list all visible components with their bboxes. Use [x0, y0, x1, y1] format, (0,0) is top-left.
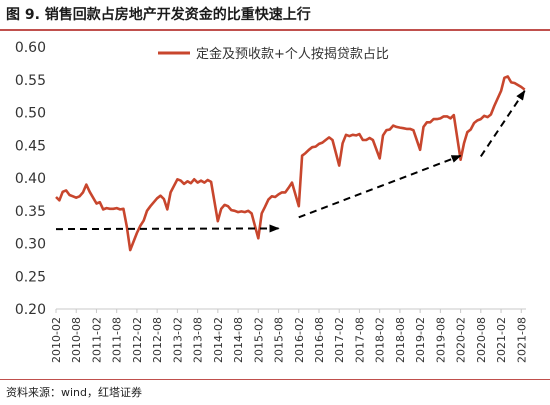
- legend-label: 定金及预收款+个人按揭贷款占比: [196, 46, 389, 62]
- y-tick-label: 0.25: [15, 269, 46, 285]
- trend-arrow: [479, 90, 526, 157]
- x-tick-label: 2020-08: [475, 317, 488, 363]
- x-tick-label: 2019-02: [414, 317, 427, 363]
- y-tick-label: 0.40: [15, 171, 46, 187]
- x-tick-label: 2020-02: [455, 317, 468, 363]
- y-tick-label: 0.60: [15, 40, 46, 56]
- x-tick-label: 2019-08: [434, 317, 447, 363]
- x-tick-label: 2011-02: [90, 317, 103, 363]
- x-tick-label: 2015-02: [252, 317, 265, 363]
- x-tick-label: 2016-08: [313, 317, 326, 363]
- x-tick-label: 2021-02: [495, 317, 508, 363]
- x-axis: 2010-02 2010-08 2011-02 2011-08 2012-02 2012-…: [50, 308, 528, 363]
- trend-arrows: [55, 90, 526, 233]
- x-tick-label: 2021-08: [515, 317, 528, 363]
- y-tick-label: 0.45: [15, 138, 46, 154]
- trend-arrow: [298, 154, 462, 219]
- y-tick-label: 0.50: [15, 106, 46, 122]
- y-tick-label: 0.55: [15, 73, 46, 89]
- x-tick-label: 2012-02: [131, 317, 144, 363]
- x-tick-label: 2013-08: [192, 317, 205, 363]
- y-tick-label: 0.20: [15, 302, 46, 318]
- x-tick-label: 2014-08: [232, 317, 245, 363]
- x-tick-label: 2018-02: [374, 317, 387, 363]
- title-rule: [0, 29, 550, 31]
- x-tick-label: 2012-08: [151, 317, 164, 363]
- x-tick-label: 2010-08: [70, 317, 83, 363]
- source-note: 资料来源：wind，红塔证券: [6, 386, 143, 399]
- series-layer: [55, 75, 526, 252]
- x-tick-label: 2017-08: [353, 317, 366, 363]
- x-tick-label: 2013-02: [171, 317, 184, 363]
- y-axis-labels: 0.20 0.25 0.30 0.35 0.40 0.45 0.50 0.55 0.60: [15, 40, 46, 318]
- y-tick-label: 0.30: [15, 237, 46, 253]
- legend: 定金及预收款+个人按揭贷款占比: [158, 46, 389, 62]
- x-tick-label: 2018-08: [394, 317, 407, 363]
- x-tick-label: 2011-08: [111, 317, 124, 363]
- figure-title: 图 9. 销售回款占房地产开发资金的比重快速上行: [6, 7, 311, 23]
- x-tick-label: 2014-02: [212, 317, 225, 363]
- x-tick-label: 2016-02: [293, 317, 306, 363]
- x-tick-label: 2017-02: [333, 317, 346, 363]
- y-tick-label: 0.35: [15, 204, 46, 220]
- trend-arrow: [55, 224, 280, 233]
- series-line: [55, 75, 526, 252]
- line-chart: 0.20 0.25 0.30 0.35 0.40 0.45 0.50 0.55 0.60 201…: [15, 40, 528, 363]
- bottom-rule: [0, 379, 550, 380]
- x-tick-label: 2015-08: [273, 317, 286, 363]
- x-tick-label: 2010-02: [50, 317, 63, 363]
